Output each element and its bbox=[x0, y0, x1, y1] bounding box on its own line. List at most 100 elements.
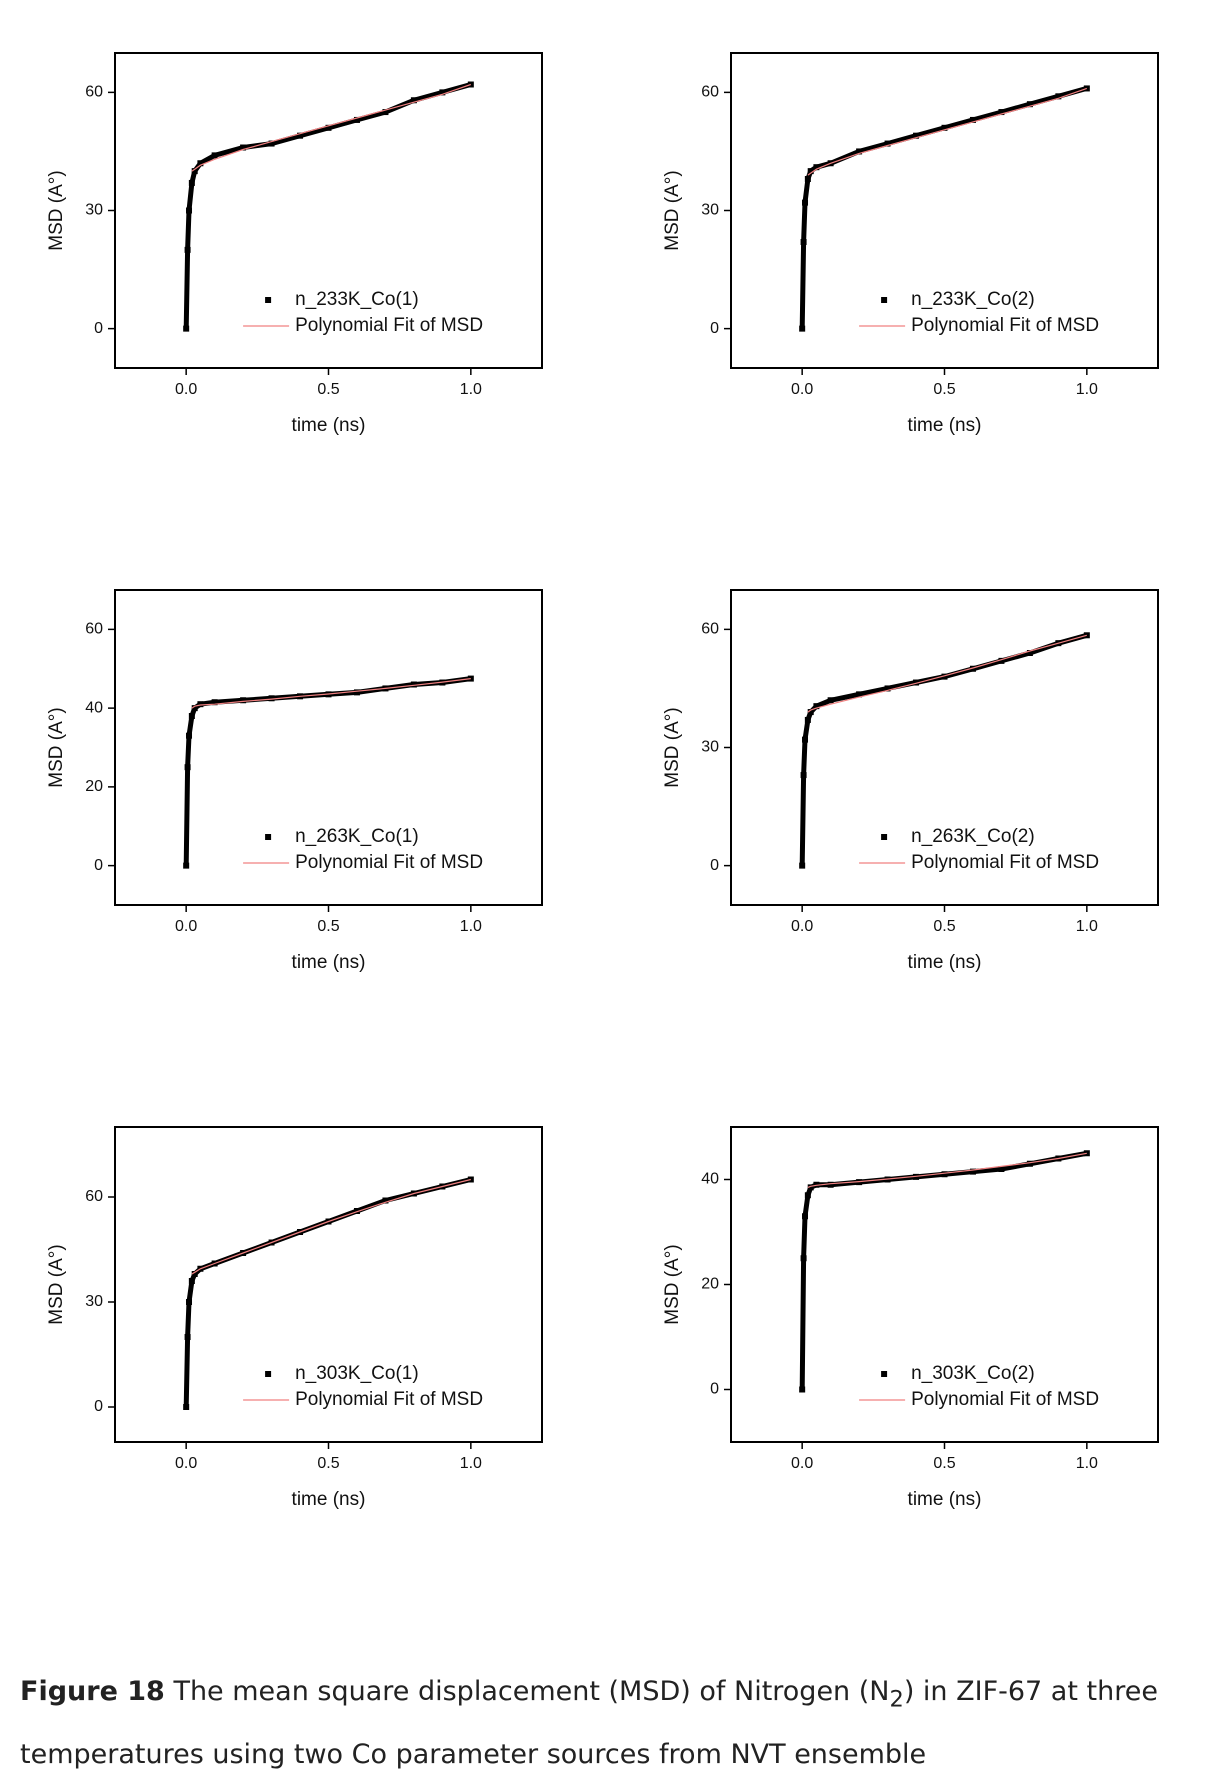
data-point bbox=[467, 1176, 474, 1183]
x-axis-label: time (ns) bbox=[292, 415, 366, 436]
chart-panel: 0.0 0.5 1.0 0 20 40 60 time (ns) MSD (A°) n_263K_… bbox=[46, 589, 543, 973]
data-point bbox=[197, 701, 204, 708]
data-point bbox=[804, 1192, 811, 1199]
y-axis-label: MSD (A°) bbox=[46, 707, 67, 787]
data-point bbox=[813, 164, 820, 171]
data-point bbox=[799, 1386, 806, 1393]
fit-line bbox=[191, 678, 471, 709]
chart-grid: 0.0 0.5 1.0 0 30 60 time (ns) MSD (A°) n_233K_Co… bbox=[46, 52, 1159, 1510]
x-tick-label: 1.0 bbox=[460, 1455, 482, 1472]
x-tick-label: 0.0 bbox=[791, 918, 813, 935]
x-tick-label: 1.0 bbox=[1076, 381, 1098, 398]
data-point bbox=[969, 1168, 976, 1175]
data-point bbox=[297, 132, 304, 139]
x-tick-label: 0.0 bbox=[791, 1455, 813, 1472]
caption-text: ) in ZIF-67 at three temperatures using … bbox=[20, 1676, 1158, 1771]
x-tick-label: 1.0 bbox=[460, 381, 482, 398]
data-point bbox=[1083, 85, 1090, 92]
data-point bbox=[799, 325, 806, 332]
data-point bbox=[800, 1255, 807, 1262]
x-tick-label: 0.5 bbox=[933, 1455, 955, 1472]
data-point bbox=[1026, 101, 1033, 108]
data-point bbox=[186, 1299, 193, 1305]
data-point bbox=[807, 168, 814, 175]
x-tick-label: 1.0 bbox=[1076, 1455, 1098, 1472]
figure-caption: Figure 18 The mean square displacement (… bbox=[20, 1664, 1200, 1776]
fit-line bbox=[191, 1178, 471, 1275]
x-tick-label: 0.0 bbox=[175, 1455, 197, 1472]
y-tick-label: 30 bbox=[85, 1293, 103, 1310]
chart-panel: 0.0 0.5 1.0 0 30 60 time (ns) MSD (A°) n_303K_Co… bbox=[46, 1126, 543, 1510]
fit-line bbox=[807, 634, 1087, 713]
x-axis-label: time (ns) bbox=[292, 952, 366, 973]
data-point bbox=[969, 116, 976, 123]
y-tick-label: 0 bbox=[94, 320, 103, 337]
y-tick-label: 40 bbox=[85, 699, 103, 716]
data-point bbox=[1026, 1160, 1033, 1167]
data-point bbox=[884, 140, 891, 147]
data-point bbox=[827, 1181, 834, 1188]
legend-marker bbox=[265, 1371, 272, 1377]
data-point bbox=[191, 1271, 198, 1277]
data-point bbox=[804, 716, 811, 723]
data-point bbox=[183, 1404, 190, 1410]
legend-label: n_303K_Co(2) bbox=[911, 1363, 1035, 1384]
x-tick-label: 0.0 bbox=[175, 381, 197, 398]
y-axis-label: MSD (A°) bbox=[662, 170, 683, 250]
data-point bbox=[382, 109, 389, 116]
legend-label: Polynomial Fit of MSD bbox=[911, 1389, 1099, 1410]
y-tick-label: 30 bbox=[701, 202, 719, 219]
data-point bbox=[240, 144, 247, 151]
legend-label: Polynomial Fit of MSD bbox=[295, 852, 483, 873]
x-tick-label: 0.5 bbox=[933, 381, 955, 398]
y-axis-label: MSD (A°) bbox=[46, 170, 67, 250]
fit-line bbox=[807, 87, 1087, 176]
data-point bbox=[941, 673, 948, 680]
y-tick-label: 60 bbox=[85, 1188, 103, 1205]
x-tick-label: 0.5 bbox=[933, 918, 955, 935]
data-trail bbox=[799, 632, 1088, 866]
data-point bbox=[382, 1197, 389, 1204]
data-point bbox=[802, 199, 809, 206]
legend-label: n_303K_Co(1) bbox=[295, 1363, 419, 1384]
x-tick-label: 0.5 bbox=[317, 918, 339, 935]
data-point bbox=[1083, 632, 1090, 639]
y-tick-label: 60 bbox=[85, 621, 103, 638]
data-point bbox=[439, 89, 446, 96]
y-axis-label: MSD (A°) bbox=[662, 707, 683, 787]
data-point bbox=[941, 124, 948, 131]
data-point bbox=[353, 689, 360, 696]
chart-panel: 0.0 0.5 1.0 0 30 60 time (ns) MSD (A°) n_233K_Co… bbox=[662, 52, 1159, 436]
legend-marker bbox=[881, 297, 888, 303]
data-point bbox=[268, 695, 275, 702]
legend-marker bbox=[265, 834, 272, 840]
legend-marker bbox=[265, 297, 272, 303]
data-point bbox=[969, 665, 976, 672]
data-point bbox=[804, 176, 811, 182]
x-tick-label: 1.0 bbox=[1076, 918, 1098, 935]
data-point bbox=[186, 732, 193, 739]
legend-label: n_263K_Co(2) bbox=[911, 826, 1035, 847]
y-tick-label: 20 bbox=[85, 778, 103, 795]
legend-marker bbox=[881, 1371, 888, 1377]
x-axis-label: time (ns) bbox=[292, 1489, 366, 1510]
data-point bbox=[856, 148, 863, 155]
data-point bbox=[188, 1278, 195, 1284]
legend-label: Polynomial Fit of MSD bbox=[295, 315, 483, 336]
data-point bbox=[1026, 650, 1033, 656]
data-point bbox=[211, 152, 218, 159]
chart-panel: 0.0 0.5 1.0 0 20 40 time (ns) MSD (A°) n_303K_Co… bbox=[662, 1126, 1159, 1510]
data-point bbox=[998, 657, 1005, 664]
data-trail bbox=[799, 85, 1088, 329]
y-tick-label: 30 bbox=[85, 202, 103, 219]
y-tick-label: 20 bbox=[701, 1276, 719, 1293]
caption-label: Figure 18 bbox=[20, 1676, 165, 1707]
y-tick-label: 0 bbox=[710, 857, 719, 874]
x-axis-label: time (ns) bbox=[908, 415, 982, 436]
data-point bbox=[467, 81, 474, 88]
data-point bbox=[467, 675, 474, 682]
chart-panel: 0.0 0.5 1.0 0 30 60 time (ns) MSD (A°) n_233K_Co… bbox=[46, 52, 543, 436]
data-point bbox=[1055, 93, 1062, 100]
data-point bbox=[211, 699, 218, 706]
